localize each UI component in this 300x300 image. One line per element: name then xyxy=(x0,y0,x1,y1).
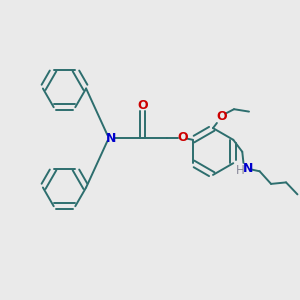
Text: O: O xyxy=(216,110,227,123)
Text: O: O xyxy=(137,99,148,112)
Text: H: H xyxy=(236,164,245,177)
Text: N: N xyxy=(106,131,116,145)
Text: O: O xyxy=(178,130,188,144)
Text: N: N xyxy=(242,162,253,175)
